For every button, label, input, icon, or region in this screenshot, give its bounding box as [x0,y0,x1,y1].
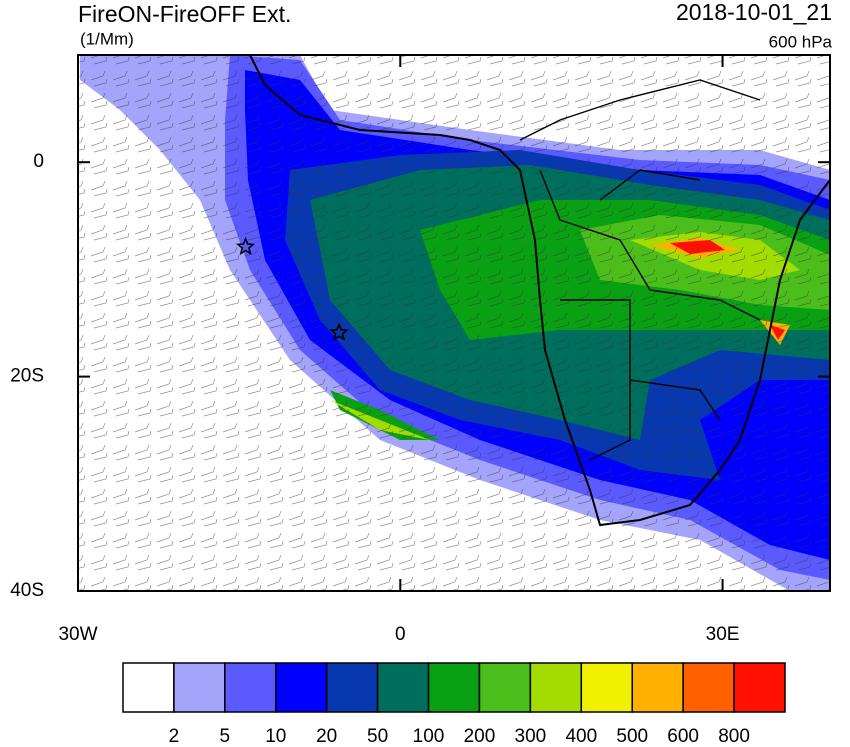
colorbar-box [376,662,430,713]
borders [519,79,761,461]
x-tick-label: 30E [706,624,740,645]
colorbar-label: 800 [718,726,750,747]
colorbar-label: 200 [464,726,496,747]
colorbar-box [427,662,481,713]
x-tick-label: 30W [58,624,97,645]
colorbar-box [580,662,633,713]
colorbar: 2 5 10 20 50 100 200 300 400 500 600 800 [122,662,786,747]
date: 2018-10-01_21 [676,0,832,25]
y-tick-label: 40S [10,580,44,601]
colorbar-label: 2 [169,726,180,747]
pressure-level: 600 hPa [769,32,833,51]
colorbar-box [224,662,277,713]
colorbar-box [631,662,684,713]
colorbar-label: 300 [515,726,547,747]
x-tick-label: 0 [395,624,406,645]
colorbar-label: 100 [413,726,445,747]
station-marker [236,236,256,256]
map-field [78,55,830,591]
colorbar-label: 50 [367,726,388,747]
colorbar-label: 5 [220,726,231,747]
colorbar-box [275,662,328,713]
y-tick-label: 0 [33,151,44,172]
wind-barbs [78,55,830,591]
y-tick-label: 20S [10,366,44,387]
colorbar-box [733,662,786,713]
colorbar-box [122,662,175,713]
colorbar-label: 10 [265,726,286,747]
colorbar-box [478,662,532,713]
colorbar-label: 400 [565,726,597,747]
colorbar-box [173,662,226,713]
coastline [249,55,830,527]
colorbar-label: 500 [616,726,648,747]
colorbar-label: 600 [667,726,699,747]
colorbar-box [325,662,379,713]
map-frame [77,54,831,592]
colorbar-box [529,662,583,713]
colorbar-box [682,662,735,713]
station-marker [329,322,349,341]
title: FireON-FireOFF Ext. [78,1,291,27]
colorbar-label: 20 [316,726,337,747]
units: (1/Mm) [80,29,134,48]
